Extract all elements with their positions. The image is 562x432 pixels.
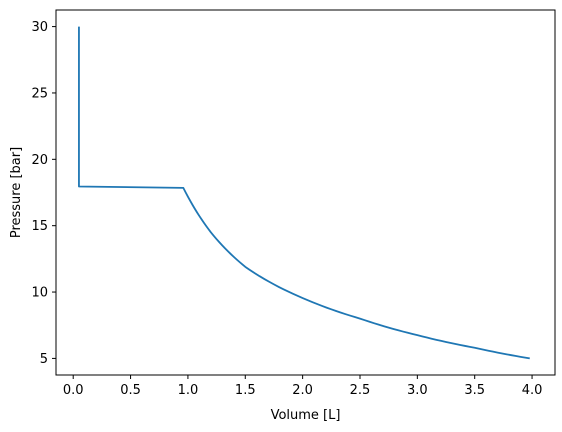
y-tick-label: 30 — [31, 20, 48, 35]
x-tick-label: 1.0 — [178, 383, 199, 398]
x-tick-label: 3.0 — [407, 383, 428, 398]
y-tick-label: 10 — [31, 286, 48, 301]
x-tick-label: 3.5 — [464, 383, 485, 398]
x-axis-label: Volume [L] — [271, 408, 341, 423]
y-tick-label: 5 — [40, 352, 48, 367]
x-tick-label: 0.5 — [120, 383, 141, 398]
y-axis-label: Pressure [bar] — [9, 147, 24, 238]
x-tick-label: 1.5 — [235, 383, 256, 398]
y-tick-label: 15 — [31, 219, 48, 234]
axes-frame — [55, 9, 556, 376]
series-line — [78, 26, 530, 360]
plot-area — [78, 26, 530, 360]
y-tick-label: 20 — [31, 153, 48, 168]
x-tick-label: 2.0 — [292, 383, 313, 398]
x-tick-label: 4.0 — [522, 383, 543, 398]
y-tick-label: 25 — [31, 86, 48, 101]
x-axis: 0.0 0.5 1.0 1.5 2.0 2.5 3.0 3.5 4.0 — [63, 375, 543, 398]
y-axis: 5 10 15 20 25 30 — [31, 20, 56, 367]
x-tick-label: 2.5 — [350, 383, 371, 398]
x-tick-label: 0.0 — [63, 383, 84, 398]
